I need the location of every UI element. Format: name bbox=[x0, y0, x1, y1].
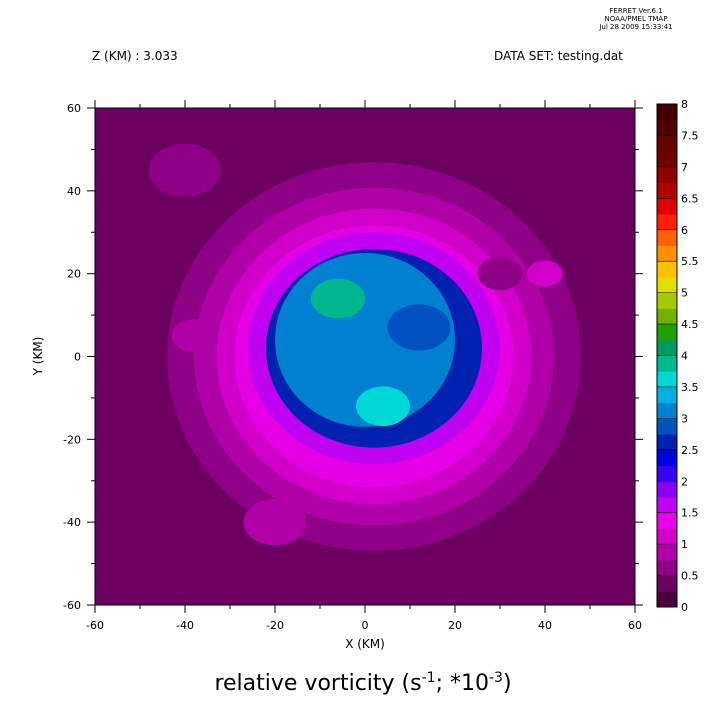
x-tick-label: 40 bbox=[538, 619, 552, 632]
colorbar-label: 7.5 bbox=[681, 129, 699, 142]
y-tick-label: 0 bbox=[74, 351, 81, 364]
colorbar-label: 0.5 bbox=[681, 570, 699, 583]
y-tick-label: 40 bbox=[67, 185, 81, 198]
colorbar-swatch bbox=[657, 104, 677, 121]
colorbar-swatch bbox=[657, 214, 677, 231]
colorbar-label: 3.5 bbox=[681, 381, 699, 394]
contour-field bbox=[95, 108, 635, 605]
x-tick-label: 20 bbox=[448, 619, 462, 632]
y-tick-label: -20 bbox=[63, 433, 81, 446]
colorbar-swatch bbox=[657, 151, 677, 168]
blob-contour-10 bbox=[243, 498, 307, 546]
colorbar-swatch bbox=[657, 166, 677, 184]
colorbar-swatch bbox=[657, 261, 677, 278]
colorbar-swatch bbox=[657, 324, 677, 341]
colorbar-swatch bbox=[657, 292, 677, 309]
colorbar-swatch bbox=[657, 449, 677, 467]
colorbar-label: 5 bbox=[681, 287, 688, 300]
colorbar-swatch bbox=[657, 355, 677, 372]
ferret-version-line: FERRET Ver.6.1 bbox=[609, 7, 663, 15]
colorbar-label: 6.5 bbox=[681, 192, 699, 205]
colorbar-swatch bbox=[657, 591, 677, 608]
colorbar-swatch bbox=[657, 528, 677, 545]
blob-contour-4 bbox=[387, 304, 451, 351]
colorbar-swatch bbox=[657, 544, 677, 561]
colorbar-label: 4.5 bbox=[681, 318, 699, 331]
colorbar-swatch bbox=[657, 182, 677, 199]
colorbar-swatch bbox=[657, 496, 677, 514]
x-axis-title: X (KM) bbox=[345, 637, 385, 651]
y-axis-title: Y (KM) bbox=[31, 337, 45, 377]
x-axis: -60 -40 -20 0 20 40 60 bbox=[86, 100, 642, 632]
colorbar-swatch bbox=[657, 434, 677, 451]
colorbar-swatch bbox=[657, 245, 677, 262]
blob-contour-3 bbox=[311, 278, 365, 319]
colorbar-swatch bbox=[657, 308, 677, 325]
colorbar-swatch bbox=[657, 512, 677, 529]
colorbar-swatch bbox=[657, 276, 677, 294]
x-tick-label: -20 bbox=[266, 619, 284, 632]
colorbar-swatch bbox=[657, 135, 677, 152]
ferret-date-line: Jul 28 2009 15:33:41 bbox=[599, 23, 673, 31]
chart-title: relative vorticity (s-1; *10-3) bbox=[214, 670, 511, 696]
colorbar-label: 1 bbox=[681, 538, 688, 551]
colorbar-label: 6 bbox=[681, 224, 688, 237]
colorbar-label: 1.5 bbox=[681, 507, 699, 520]
colorbar-label: 0 bbox=[681, 601, 688, 614]
colorbar-swatch bbox=[657, 481, 677, 498]
y-tick-label: -60 bbox=[63, 599, 81, 612]
colorbar: 0 0.5 1 1.5 2 2.5 3 3.5 4 4.5 5 5.5 6 6.5 7 7.5 8 bbox=[656, 98, 699, 614]
colorbar-swatch bbox=[657, 339, 677, 356]
colorbar-swatch bbox=[657, 371, 677, 388]
y-tick-label: 20 bbox=[67, 268, 81, 281]
x-tick-label: -40 bbox=[176, 619, 194, 632]
x-tick-label: -60 bbox=[86, 619, 104, 632]
y-tick-label: 60 bbox=[67, 102, 81, 115]
blob-contour-6 bbox=[477, 257, 523, 291]
colorbar-label: 3 bbox=[681, 412, 688, 425]
colorbar-swatch bbox=[657, 465, 677, 482]
dataset-label: DATA SET: testing.dat bbox=[494, 49, 623, 63]
colorbar-label: 5.5 bbox=[681, 255, 699, 268]
blob-contour-8 bbox=[527, 260, 563, 287]
x-tick-label: 60 bbox=[628, 619, 642, 632]
colorbar-label: 7 bbox=[681, 161, 688, 174]
colorbar-label: 8 bbox=[681, 98, 688, 111]
colorbar-swatch bbox=[657, 418, 677, 435]
colorbar-swatch bbox=[657, 575, 677, 592]
blob-contour-9 bbox=[171, 319, 217, 353]
colorbar-swatch bbox=[657, 402, 677, 419]
x-tick-label: 0 bbox=[362, 619, 369, 632]
colorbar-swatch bbox=[657, 229, 677, 246]
colorbar-swatch bbox=[657, 386, 677, 404]
colorbar-swatch bbox=[657, 559, 677, 577]
colorbar-label: 2.5 bbox=[681, 444, 699, 457]
z-level-label: Z (KM) : 3.033 bbox=[92, 49, 178, 63]
colorbar-label: 4 bbox=[681, 350, 688, 363]
blob-contour-5 bbox=[356, 386, 410, 427]
y-axis: -60 -40 -20 0 20 40 60 bbox=[63, 102, 643, 612]
ferret-org-line: NOAA/PMEL TMAP bbox=[604, 15, 668, 23]
colorbar-swatch bbox=[657, 198, 677, 215]
y-tick-label: -40 bbox=[63, 516, 81, 529]
blob-contour-7 bbox=[149, 143, 221, 197]
colorbar-label: 2 bbox=[681, 475, 688, 488]
colorbar-swatch bbox=[657, 119, 677, 136]
